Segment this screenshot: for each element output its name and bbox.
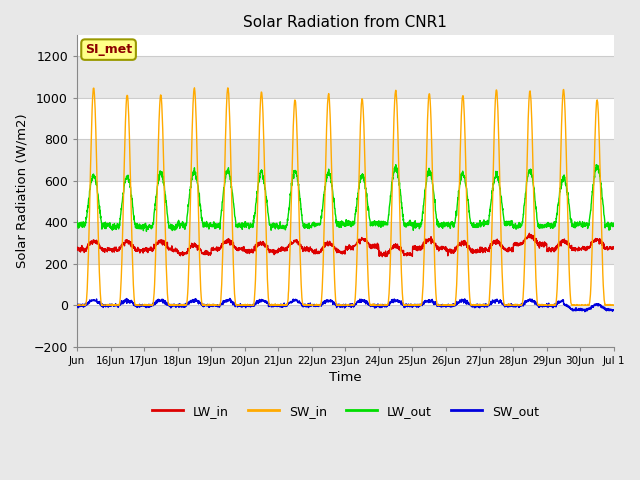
Bar bbox=[77, 56, 614, 97]
SW_in bbox=[73, 302, 81, 308]
Bar bbox=[77, 222, 614, 264]
SW_out bbox=[73, 304, 81, 310]
LW_out bbox=[378, 222, 385, 228]
SW_out bbox=[378, 303, 385, 309]
LW_out bbox=[243, 221, 250, 227]
LW_out bbox=[392, 162, 399, 168]
LW_in bbox=[507, 248, 515, 253]
SW_in bbox=[538, 302, 545, 308]
LW_out bbox=[127, 184, 134, 190]
SW_in bbox=[191, 85, 198, 91]
Line: LW_in: LW_in bbox=[77, 233, 614, 257]
LW_out bbox=[73, 218, 81, 224]
Title: Solar Radiation from CNR1: Solar Radiation from CNR1 bbox=[243, 15, 447, 30]
Y-axis label: Solar Radiation (W/m2): Solar Radiation (W/m2) bbox=[15, 114, 28, 268]
LW_in bbox=[525, 230, 533, 236]
SW_out bbox=[538, 303, 545, 309]
Line: SW_in: SW_in bbox=[77, 88, 614, 305]
LW_in bbox=[127, 241, 134, 247]
Legend: LW_in, SW_in, LW_out, SW_out: LW_in, SW_in, LW_out, SW_out bbox=[147, 400, 544, 423]
SW_in bbox=[602, 302, 610, 308]
SW_in bbox=[378, 302, 385, 308]
Line: SW_out: SW_out bbox=[77, 299, 614, 312]
LW_out bbox=[603, 222, 611, 228]
Text: SI_met: SI_met bbox=[85, 43, 132, 56]
SW_out bbox=[610, 307, 618, 313]
SW_out bbox=[581, 309, 589, 314]
SW_in bbox=[610, 302, 618, 308]
LW_out bbox=[508, 222, 515, 228]
SW_out bbox=[507, 301, 515, 307]
SW_out bbox=[603, 308, 611, 313]
SW_out bbox=[226, 296, 234, 301]
Bar bbox=[77, 305, 614, 347]
LW_in bbox=[73, 246, 81, 252]
LW_out bbox=[538, 223, 545, 228]
LW_in bbox=[378, 252, 385, 258]
SW_out bbox=[243, 302, 250, 308]
SW_in bbox=[127, 180, 134, 186]
SW_out bbox=[127, 299, 134, 304]
Bar bbox=[77, 139, 614, 180]
LW_in bbox=[378, 254, 386, 260]
Line: LW_out: LW_out bbox=[77, 165, 614, 231]
LW_in bbox=[243, 249, 250, 255]
SW_in bbox=[243, 302, 250, 308]
LW_in bbox=[538, 242, 545, 248]
LW_out bbox=[143, 228, 150, 234]
LW_out bbox=[610, 220, 618, 226]
LW_in bbox=[603, 245, 611, 251]
SW_in bbox=[507, 302, 515, 308]
X-axis label: Time: Time bbox=[329, 372, 362, 384]
LW_in bbox=[610, 246, 618, 252]
